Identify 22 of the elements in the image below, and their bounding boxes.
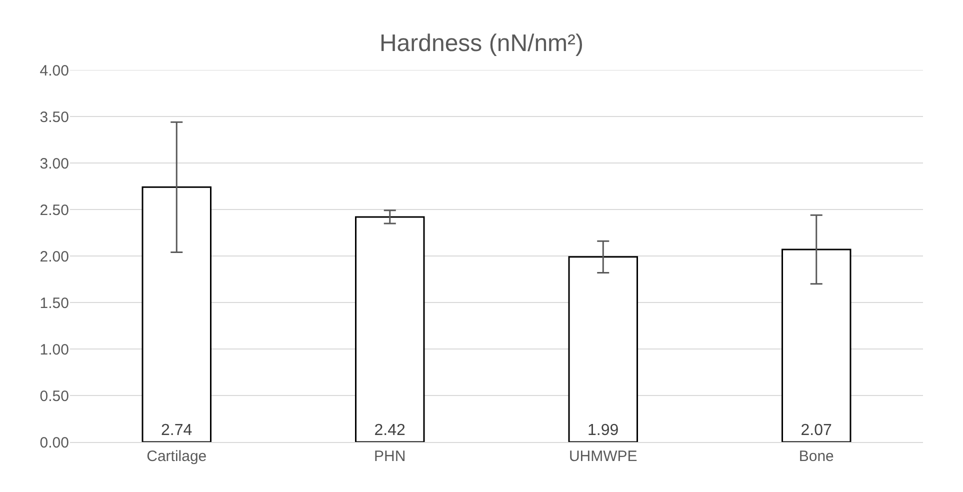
y-tick-label: 1.00 — [40, 341, 69, 358]
y-tick-label: 0.50 — [40, 388, 69, 405]
y-tick-label: 0.00 — [40, 434, 69, 452]
x-tick-label: UHMWPE — [568, 448, 638, 465]
y-tick-label: 3.00 — [40, 155, 69, 172]
x-tick-label: Cartilage — [146, 448, 207, 465]
data-label: 2.42 — [374, 422, 406, 439]
y-tick-label: 1.50 — [40, 294, 69, 312]
bar — [782, 248, 852, 442]
y-tick-label: 2.00 — [40, 248, 69, 266]
data-label: 1.99 — [588, 422, 619, 439]
chart-title: Hardness (nN/nm²) — [379, 30, 584, 58]
bar — [355, 216, 425, 442]
data-label: 2.74 — [161, 422, 192, 439]
x-tick-label: Bone — [798, 448, 834, 465]
bar — [142, 186, 212, 442]
x-tick-label: PHN — [374, 448, 406, 465]
bar — [568, 256, 638, 442]
y-tick-label: 4.00 — [40, 62, 69, 80]
data-label: 2.07 — [800, 422, 832, 439]
y-tick-label: 2.50 — [40, 202, 69, 219]
y-tick-label: 3.50 — [40, 108, 69, 126]
